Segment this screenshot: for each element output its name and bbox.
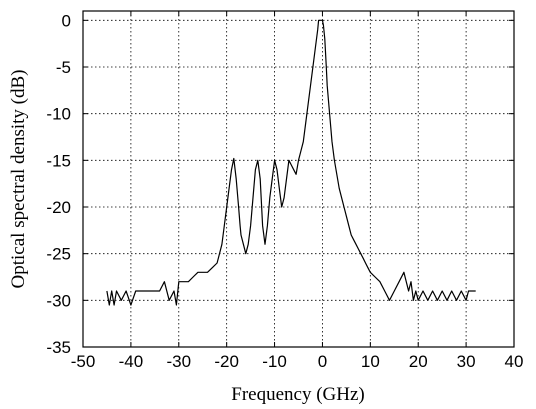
x-tick-label: -10 xyxy=(262,352,287,371)
tick-labels: -50 -40 -30 -20 -10 0 10 20 30 40 0 -5 -10 -15 -20 -25 -… xyxy=(46,11,523,371)
x-tick-label: 10 xyxy=(361,352,380,371)
x-tick-label: -20 xyxy=(214,352,239,371)
y-axis-label: Optical spectral density (dB) xyxy=(8,70,29,289)
x-tick-label: -30 xyxy=(166,352,191,371)
x-tick-label: 40 xyxy=(505,352,524,371)
x-axis-label: Frequency (GHz) xyxy=(231,384,364,405)
y-tick-label: 0 xyxy=(62,11,71,30)
plot-frame xyxy=(82,10,515,348)
y-tick-label: -25 xyxy=(46,245,71,264)
x-tick-label: -50 xyxy=(71,352,96,371)
y-tick-label: -30 xyxy=(46,291,71,310)
x-tick-label: 30 xyxy=(457,352,476,371)
y-tick-label: -20 xyxy=(46,198,71,217)
series-layer xyxy=(106,19,476,306)
x-tick-label: -40 xyxy=(119,352,144,371)
y-tick-label: -10 xyxy=(46,105,71,124)
axis-ticks xyxy=(82,11,515,348)
y-tick-label: -5 xyxy=(56,58,71,77)
grid xyxy=(83,11,514,347)
spectrum-series-line xyxy=(106,19,476,306)
x-tick-label: 20 xyxy=(409,352,428,371)
x-tick-label: 0 xyxy=(318,352,327,371)
y-tick-label: -15 xyxy=(46,151,71,170)
y-tick-label: -35 xyxy=(46,338,71,357)
